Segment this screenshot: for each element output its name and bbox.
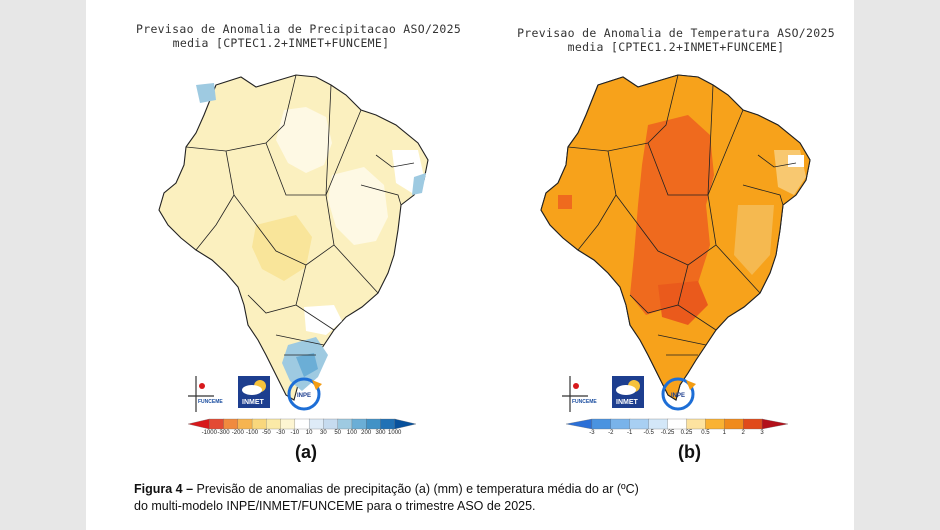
caption-line1: Figura 4 – Previsão de anomalias de prec… [134, 481, 639, 498]
caption-label: Figura 4 – [134, 482, 194, 496]
temp-colorbar-strip [565, 418, 789, 430]
inmet-logo-text-b: INMET [616, 399, 639, 406]
precip-colorbar: -1000 -300 -200 -100 -50 -30 -10 10 30 50 100 200 30… [187, 417, 417, 441]
temp-colorbar-segment [591, 418, 612, 430]
temp-colorbar-tick-label: -0.5 [643, 430, 654, 436]
precip-colorbar-segment [223, 418, 239, 430]
state-borders-temp [567, 74, 797, 356]
precip-colorbar-tick-label: 300 [375, 430, 386, 436]
precip-colorbar-segment [266, 418, 282, 430]
inpe-logo-text-b: INPE [671, 393, 685, 399]
precip-colorbar-segment [294, 418, 310, 430]
precip-map-title: Previsao de Anomalia de Precipitacao ASO… [136, 22, 462, 50]
temperature-anomaly-map [540, 74, 811, 401]
precip-colorbar-tick-label: -50 [261, 430, 271, 436]
precip-colorbar-segment [323, 418, 339, 430]
temp-colorbar-ticks: -3 -2 -1 -0.5 -0.25 0.25 0.5 1 2 3 [566, 430, 788, 440]
precip-anomaly-patches [196, 83, 426, 391]
temp-colorbar-tick-label: 1 [722, 430, 726, 436]
caption-text1: Previsão de anomalias de precipitação (a… [193, 482, 639, 496]
temp-colorbar-segment [667, 418, 688, 430]
precip-colorbar-ticks: -1000 -300 -200 -100 -50 -30 -10 10 30 50 100 200 30… [188, 430, 416, 440]
inpe-logo: INPE [287, 377, 322, 411]
precip-colorbar-segment [280, 418, 296, 430]
inmet-logo-text: INMET [242, 399, 265, 406]
precip-colorbar-segment [251, 418, 267, 430]
figure-page: Previsao de Anomalia de Precipitacao ASO… [86, 0, 854, 530]
temp-map-title: Previsao de Anomalia de Temperatura ASO/… [516, 26, 836, 54]
figure-caption: Figura 4 – Previsão de anomalias de prec… [134, 481, 639, 515]
temp-colorbar-tick-label: 0.25 [680, 430, 693, 436]
funceme-logo-b: FUNCEME [562, 376, 597, 412]
precip-colorbar-segment [337, 418, 353, 430]
inmet-logo-b: INMET [612, 376, 644, 408]
caption-line2: do multi-modelo INPE/INMET/FUNCEME para … [134, 499, 536, 513]
funceme-logo: FUNCEME [188, 376, 223, 412]
inpe-logo-b: INPE [661, 377, 696, 411]
precip-colorbar-tick-label: -100 [246, 430, 259, 436]
precip-colorbar-segment [187, 418, 210, 430]
precip-colorbar-segment [380, 418, 396, 430]
logos-precip: FUNCEME INMET INPE [188, 376, 322, 412]
panel-label-b: (b) [678, 442, 701, 462]
temp-colorbar-tick-label: -1 [627, 430, 633, 436]
precip-colorbar-tick-label: -200 [231, 430, 244, 436]
temp-colorbar-tick-label: -0.25 [660, 430, 675, 436]
temp-colorbar-segment [565, 418, 593, 430]
temp-colorbar-segment [761, 418, 789, 430]
logos-temp: FUNCEME INMET INPE [562, 376, 696, 412]
precip-colorbar-segment [308, 418, 325, 430]
funceme-logo-text-b: FUNCEME [572, 399, 597, 405]
precip-title-line2: media [CPTEC1.2+INMET+FUNCEME] [172, 36, 390, 50]
temp-colorbar-segment [743, 418, 763, 430]
precip-colorbar-tick-label: -30 [276, 430, 285, 436]
temp-colorbar-segment [705, 418, 725, 430]
precip-colorbar-tick-label: 200 [361, 430, 372, 436]
state-borders-precip [185, 74, 415, 356]
precip-colorbar-tick-label: 10 [305, 430, 313, 436]
temp-title-line1: Previsao de Anomalia de Temperatura ASO/… [517, 26, 835, 40]
panel-label-a: (a) [295, 442, 317, 462]
temp-colorbar-tick-label: -3 [589, 430, 595, 436]
temp-colorbar: -3 -2 -1 -0.5 -0.25 0.25 0.5 1 2 3 [565, 417, 789, 441]
temp-colorbar-tick-label: 0.5 [701, 430, 710, 436]
precip-colorbar-strip [187, 418, 417, 430]
temp-colorbar-tick-label: 3 [760, 430, 764, 436]
precip-colorbar-segment [394, 418, 417, 430]
temp-colorbar-tick-label: 2 [741, 430, 745, 436]
precip-colorbar-segment [366, 418, 382, 430]
precip-colorbar-tick-label: 1000 [388, 430, 402, 436]
inpe-logo-text: INPE [297, 393, 311, 399]
temp-colorbar-segment [686, 418, 707, 430]
precip-colorbar-tick-label: 30 [320, 430, 327, 436]
precip-colorbar-tick-label: 100 [346, 430, 357, 436]
temp-colorbar-segment [724, 418, 744, 430]
precip-colorbar-segment [351, 418, 367, 430]
temp-colorbar-segment [629, 418, 650, 430]
temp-colorbar-segment [610, 418, 631, 430]
precipitation-anomaly-map [158, 74, 429, 401]
temp-colorbar-segment [648, 418, 669, 430]
precip-title-line1: Previsao de Anomalia de Precipitacao ASO… [136, 22, 462, 36]
precip-colorbar-segment [237, 418, 253, 430]
precip-colorbar-tick-label: -300 [217, 430, 230, 436]
inmet-logo: INMET [238, 376, 270, 408]
temp-anomaly-patches [558, 115, 806, 325]
precip-colorbar-segment [209, 418, 225, 430]
precip-colorbar-tick-label: -1000 [201, 430, 217, 436]
temp-title-line2: media [CPTEC1.2+INMET+FUNCEME] [567, 40, 785, 54]
precip-colorbar-tick-label: 50 [334, 430, 341, 436]
temp-colorbar-tick-label: -2 [608, 430, 614, 436]
precip-colorbar-tick-label: -10 [290, 430, 300, 436]
funceme-logo-text: FUNCEME [198, 399, 223, 405]
